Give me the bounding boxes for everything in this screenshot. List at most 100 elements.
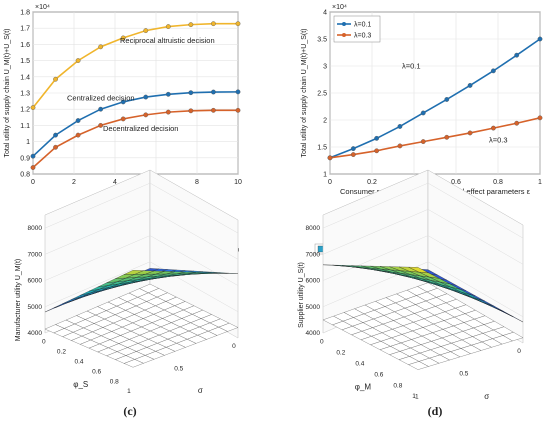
grid-line-z [322,235,524,291]
series-annotation: Centralized decision [67,93,135,102]
y-tick-label: 1.6 [20,42,30,49]
series-point-1 [75,118,81,123]
x-tick-label: 0.2 [367,179,377,186]
series-point-1 [397,143,403,149]
grid-line-z [44,209,239,260]
panel-caption-d: (d) [428,404,443,418]
legend-box [333,15,381,43]
x-tick-label: 0.5 [459,371,468,378]
y-tick-label: 4 [323,10,327,17]
z-tick-label: 5000 [306,304,321,311]
series-point-1 [350,152,356,157]
series-point-1 [537,115,543,121]
series-point-1 [467,130,473,136]
y-tick-label: 1 [415,393,419,400]
y-tick-label: 1.7 [20,26,30,33]
series-point-0 [374,135,380,141]
y-exponent-label: ×10⁴ [332,4,347,11]
series-point-0 [53,76,58,82]
series-point-1 [98,106,104,112]
series-point-0 [467,83,473,88]
y-tick-label: 1.5 [317,145,327,152]
series-point-1 [420,139,426,145]
series-point-1 [188,90,194,96]
series-point-0 [490,68,496,74]
series-point-2 [98,123,104,128]
chart-panel-c: Reciprocal altruistic decisionDecentrali… [15,169,239,395]
grid-line-z [322,182,524,239]
series-point-0 [165,24,171,29]
y-tick-label: 0.8 [393,382,402,389]
series-point-1 [374,148,380,154]
series-point-2 [30,165,36,170]
y-tick-label: 3.5 [317,37,327,44]
surface-cell [408,266,429,273]
z-tick-label: 4000 [306,330,321,337]
series-point-1 [490,125,496,131]
series-point-2 [143,112,149,118]
z-axis-label: Supplier utility U_S(t) [298,262,305,328]
legend-label: λ=0.3 [354,33,371,40]
y-tick-label: 1 [26,139,30,146]
grid-line-z [44,182,239,234]
series-point-2 [188,108,194,114]
legend: λ=0.1 λ=0.3 [333,15,381,43]
grid-line-z [44,235,239,286]
x-tick-label: 1 [412,393,416,400]
series-line-0 [329,38,541,159]
surface-cell [124,270,144,275]
series-point-1 [165,91,171,97]
z-tick-label: 8000 [28,225,43,232]
legend-marker [342,22,346,26]
series-annotation: Decentralized decision [103,124,178,133]
panel-caption-c: (c) [123,404,136,418]
x-tick-label: 0.6 [451,179,461,186]
y-tick-label: 0.4 [75,358,84,365]
x-tick-label: 1 [538,179,542,186]
y-tick-label: 2 [323,118,327,125]
x-axis-label: σ [484,392,489,401]
series-point-0 [75,58,81,63]
series-point-0 [120,35,126,41]
y-tick-label: 0.2 [57,348,66,355]
series-point-0 [537,36,543,42]
series-point-1 [53,132,58,138]
y-tick-label: 2.5 [317,91,327,98]
x-tick-label: 2 [72,179,76,186]
series-point-0 [235,21,241,27]
y-tick-label: 1.2 [20,107,30,114]
floor-surface-cell [408,361,429,370]
series-point-1 [327,155,333,161]
grid-line-z [322,209,524,265]
z-tick-label: 7000 [306,251,321,258]
y-tick-label: 1.8 [20,10,30,17]
series-point-0 [350,146,356,152]
y-tick-label: 0.4 [355,360,364,367]
y-tick-label: 0.2 [336,349,345,356]
series-point-1 [143,94,149,100]
y-tick-label: 0.9 [20,155,30,162]
y-axis-label: Total utility of supply chain U_M(t)+U_S… [4,29,11,158]
series-point-1 [30,153,36,159]
y-tick-label: 1.4 [20,74,30,81]
x-tick-label: 4 [113,179,117,186]
series-annotation: Reciprocal altruistic decision [120,36,215,45]
chart-panel-b: 00.20.40.60.8111.522.533.54×10⁴Consumer … [301,4,543,196]
series-point-0 [397,124,403,129]
chart-panel-d: Reciprocal altruistic decisionDecentrali… [298,169,524,401]
series-point-0 [98,44,104,50]
y-tick-label: 0.8 [110,378,119,385]
x-tick-label: 0 [232,343,236,350]
x-tick-label: 1 [127,388,131,395]
y-tick-label: 1.3 [20,91,30,98]
series-point-2 [235,107,241,113]
series-point-0 [30,105,36,110]
x-tick-label: 0.5 [174,366,183,373]
z-tick-label: 7000 [28,251,43,258]
chart-panel-a: 02468100.80.911.11.21.31.41.51.61.71.8×1… [4,4,242,196]
z-tick-label: 4000 [28,330,43,337]
y-tick-label: 0 [42,338,46,345]
series-point-2 [120,116,126,122]
grid-line-z [44,261,239,312]
